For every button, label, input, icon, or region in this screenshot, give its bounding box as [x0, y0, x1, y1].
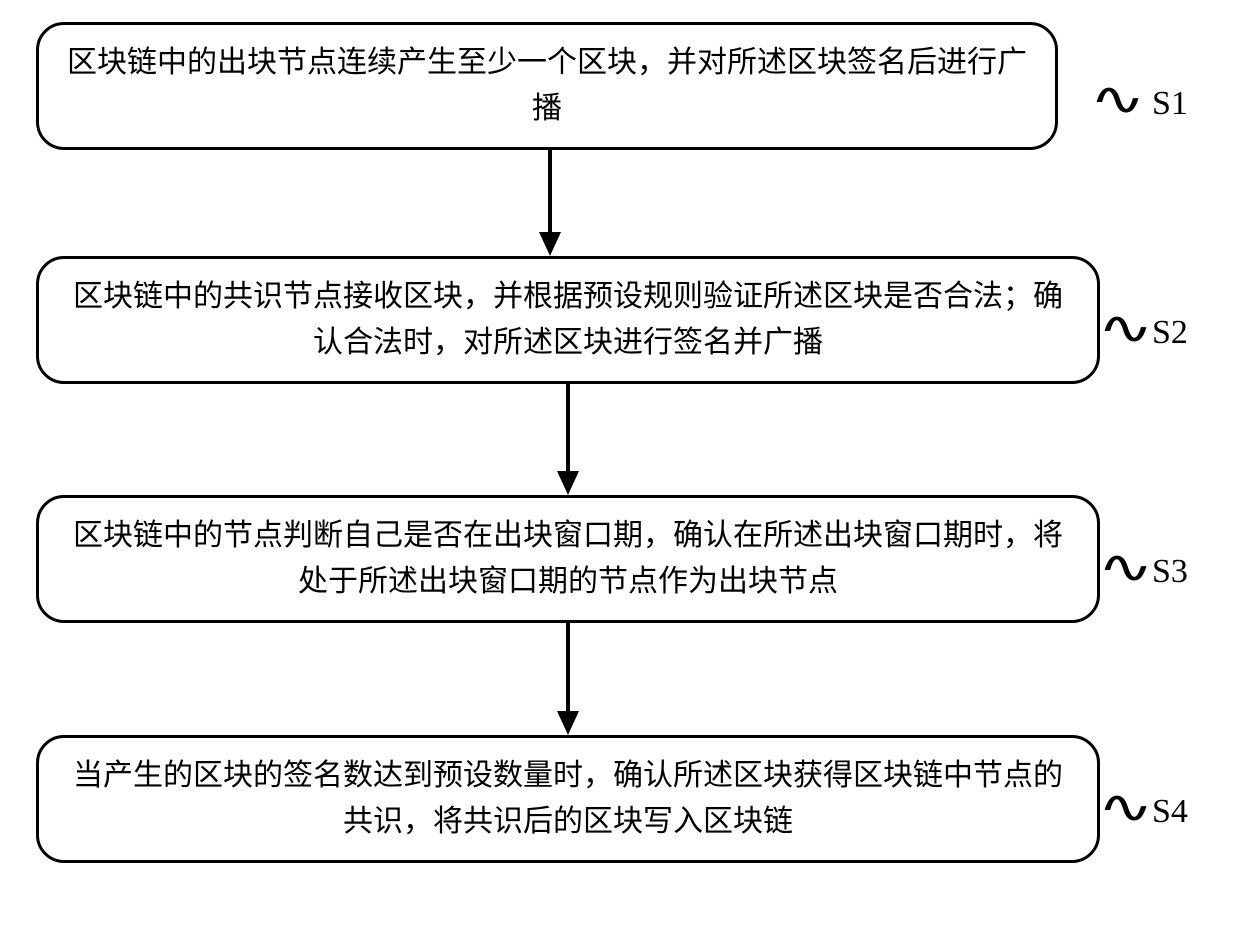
step-text: 当产生的区块的签名数达到预设数量时，确认所述区块获得区块链中节点的共识，将共识后…: [63, 753, 1073, 846]
arrow-head-icon: [557, 471, 579, 495]
step-label-s3: S3: [1152, 553, 1188, 591]
step-label-s1: S1: [1152, 85, 1188, 123]
step-box-s4: 当产生的区块的签名数达到预设数量时，确认所述区块获得区块链中节点的共识，将共识后…: [36, 735, 1100, 863]
step-label-s4: S4: [1152, 793, 1188, 831]
arrow-head-icon: [539, 232, 561, 256]
step-box-s3: 区块链中的节点判断自己是否在出块窗口期，确认在所述出块窗口期时，将处于所述出块窗…: [36, 495, 1100, 623]
tilde-icon: ∿: [1097, 301, 1153, 356]
step-box-s2: 区块链中的共识节点接收区块，并根据预设规则验证所述区块是否合法；确认合法时，对所…: [36, 256, 1100, 384]
tilde-icon: ∿: [1097, 540, 1153, 595]
tilde-icon: ∿: [1089, 72, 1145, 127]
step-text: 区块链中的节点判断自己是否在出块窗口期，确认在所述出块窗口期时，将处于所述出块窗…: [63, 513, 1073, 606]
step-label-s2: S2: [1152, 314, 1188, 352]
tilde-icon: ∿: [1097, 780, 1153, 835]
flowchart-canvas: 区块链中的出块节点连续产生至少一个区块，并对所述区块签名后进行广播 ∿ S1 区…: [0, 0, 1240, 927]
arrow-line: [548, 150, 552, 232]
arrow-head-icon: [557, 711, 579, 735]
step-text: 区块链中的出块节点连续产生至少一个区块，并对所述区块签名后进行广播: [63, 40, 1031, 133]
step-text: 区块链中的共识节点接收区块，并根据预设规则验证所述区块是否合法；确认合法时，对所…: [63, 274, 1073, 367]
arrow-line: [566, 623, 570, 711]
arrow-line: [566, 384, 570, 471]
step-box-s1: 区块链中的出块节点连续产生至少一个区块，并对所述区块签名后进行广播: [36, 22, 1058, 150]
